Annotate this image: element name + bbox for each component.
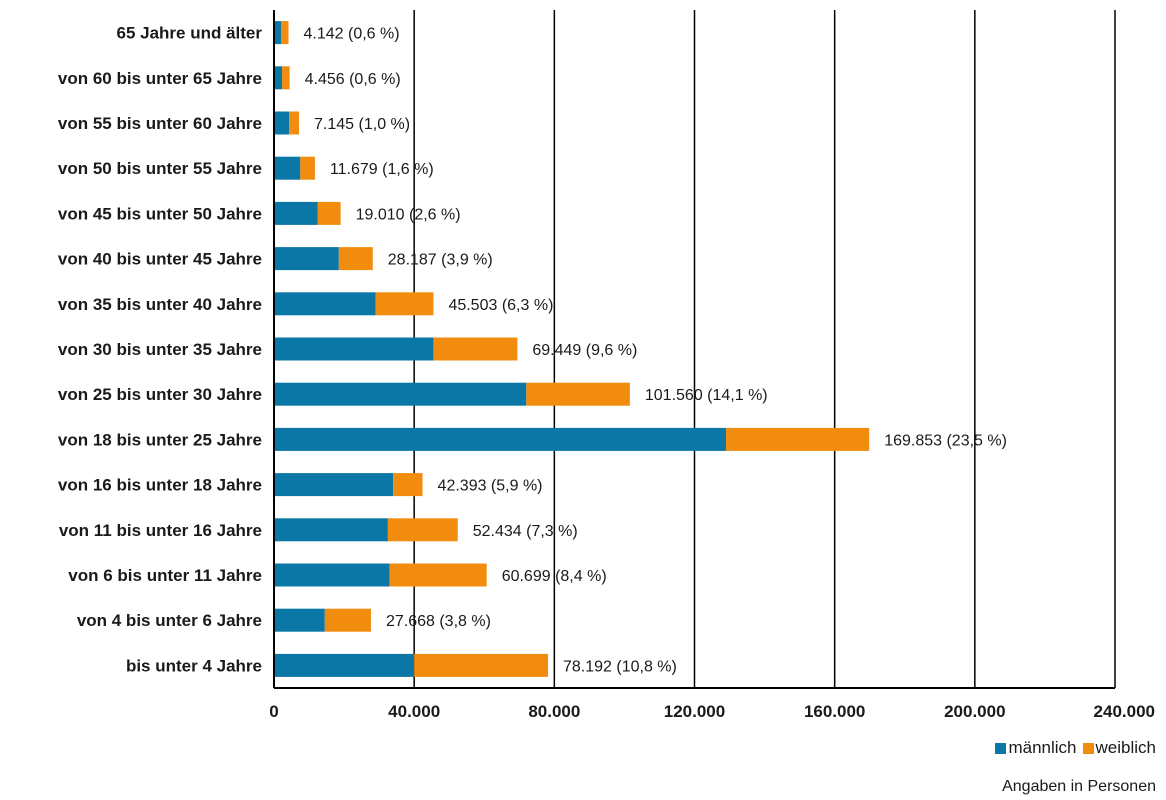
- bar-weiblich-2: [289, 111, 300, 135]
- x-tick-label-3: 120.000: [664, 702, 725, 721]
- category-label-3: von 50 bis unter 55 Jahre: [58, 159, 262, 178]
- bar-weiblich-9: [726, 427, 870, 451]
- data-label-0: 4.142 (0,6 %): [304, 26, 400, 43]
- bar-maennlich-4: [274, 201, 318, 225]
- legend-swatch-weiblich: [1082, 742, 1094, 754]
- bar-weiblich-11: [387, 518, 458, 542]
- unit-note: Angaben in Personen: [1002, 778, 1156, 795]
- bar-maennlich-9: [274, 427, 727, 451]
- category-label-13: von 4 bis unter 6 Jahre: [77, 611, 262, 630]
- bar-weiblich-14: [414, 653, 548, 677]
- bar-maennlich-0: [274, 21, 282, 45]
- legend: männlich weiblich: [989, 738, 1156, 758]
- data-label-2: 7.145 (1,0 %): [314, 116, 410, 133]
- bar-maennlich-7: [274, 337, 434, 361]
- bars: [274, 21, 870, 677]
- category-label-7: von 30 bis unter 35 Jahre: [58, 340, 262, 359]
- data-label-8: 101.560 (14,1 %): [645, 387, 768, 404]
- data-label-6: 45.503 (6,3 %): [448, 297, 553, 314]
- data-label-3: 11.679 (1,6 %): [330, 161, 434, 178]
- category-label-9: von 18 bis unter 25 Jahre: [58, 430, 262, 449]
- x-tick-label-0: 0: [269, 702, 278, 721]
- data-label-4: 19.010 (2,6 %): [356, 206, 461, 223]
- bar-maennlich-3: [274, 156, 301, 180]
- bar-weiblich-5: [338, 247, 373, 271]
- bar-weiblich-7: [433, 337, 518, 361]
- axes: [273, 10, 1115, 689]
- bar-maennlich-1: [274, 66, 283, 90]
- bar-maennlich-12: [274, 563, 390, 587]
- data-label-10: 42.393 (5,9 %): [438, 478, 543, 495]
- bar-weiblich-1: [282, 66, 290, 90]
- x-tick-label-4: 160.000: [804, 702, 865, 721]
- bar-maennlich-13: [274, 608, 325, 632]
- category-label-14: bis unter 4 Jahre: [126, 656, 262, 675]
- data-label-5: 28.187 (3,9 %): [388, 252, 493, 269]
- bar-maennlich-8: [274, 382, 527, 406]
- data-label-11: 52.434 (7,3 %): [473, 523, 578, 540]
- category-label-6: von 35 bis unter 40 Jahre: [58, 295, 262, 314]
- category-label-2: von 55 bis unter 60 Jahre: [58, 114, 262, 133]
- grid-lines: [413, 10, 1116, 688]
- bar-weiblich-13: [324, 608, 371, 632]
- data-label-7: 69.449 (9,6 %): [532, 342, 637, 359]
- legend-swatch-maennlich: [995, 742, 1007, 754]
- legend-label-weiblich: weiblich: [1095, 738, 1156, 757]
- data-label-1: 4.456 (0,6 %): [305, 71, 401, 88]
- legend-item-maennlich: männlich: [995, 738, 1077, 758]
- x-tick-label-6: 240.000: [1094, 702, 1155, 721]
- bar-maennlich-6: [274, 292, 376, 316]
- category-label-10: von 16 bis unter 18 Jahre: [58, 476, 262, 495]
- x-tick-label-2: 80.000: [528, 702, 580, 721]
- bar-weiblich-10: [393, 473, 423, 497]
- x-tick-label-1: 40.000: [388, 702, 440, 721]
- bar-maennlich-14: [274, 653, 415, 677]
- category-label-8: von 25 bis unter 30 Jahre: [58, 385, 262, 404]
- bar-weiblich-12: [389, 563, 487, 587]
- category-label-5: von 40 bis unter 45 Jahre: [58, 250, 262, 269]
- legend-label-maennlich: männlich: [1008, 738, 1077, 757]
- data-label-12: 60.699 (8,4 %): [502, 568, 607, 585]
- bar-maennlich-11: [274, 518, 388, 542]
- bar-maennlich-10: [274, 473, 394, 497]
- bar-weiblich-6: [375, 292, 434, 316]
- bar-weiblich-3: [300, 156, 315, 180]
- category-label-12: von 6 bis unter 11 Jahre: [68, 566, 262, 585]
- data-label-9: 169.853 (23,5 %): [884, 432, 1007, 449]
- bar-weiblich-8: [526, 382, 630, 406]
- legend-item-weiblich: weiblich: [1082, 738, 1156, 758]
- category-label-4: von 45 bis unter 50 Jahre: [58, 204, 262, 223]
- x-tick-label-5: 200.000: [944, 702, 1005, 721]
- category-labels: 65 Jahre und älter von 60 bis unter 65 Ja…: [58, 24, 262, 676]
- category-label-1: von 60 bis unter 65 Jahre: [58, 69, 262, 88]
- value-labels: 4.142 (0,6 %) 4.456 (0,6 %) 7.145 (1,0 %) 1…: [304, 26, 1007, 676]
- x-tick-labels: 0 40.000 80.000 120.000 160.000 200.000 240.00…: [269, 702, 1155, 721]
- category-label-0: 65 Jahre und älter: [116, 24, 262, 43]
- bar-weiblich-0: [281, 21, 289, 45]
- bar-maennlich-2: [274, 111, 290, 135]
- data-label-14: 78.192 (10,8 %): [563, 658, 677, 675]
- data-label-13: 27.668 (3,8 %): [386, 613, 491, 630]
- category-label-11: von 11 bis unter 16 Jahre: [59, 521, 262, 540]
- bar-maennlich-5: [274, 247, 339, 271]
- bar-weiblich-4: [317, 201, 341, 225]
